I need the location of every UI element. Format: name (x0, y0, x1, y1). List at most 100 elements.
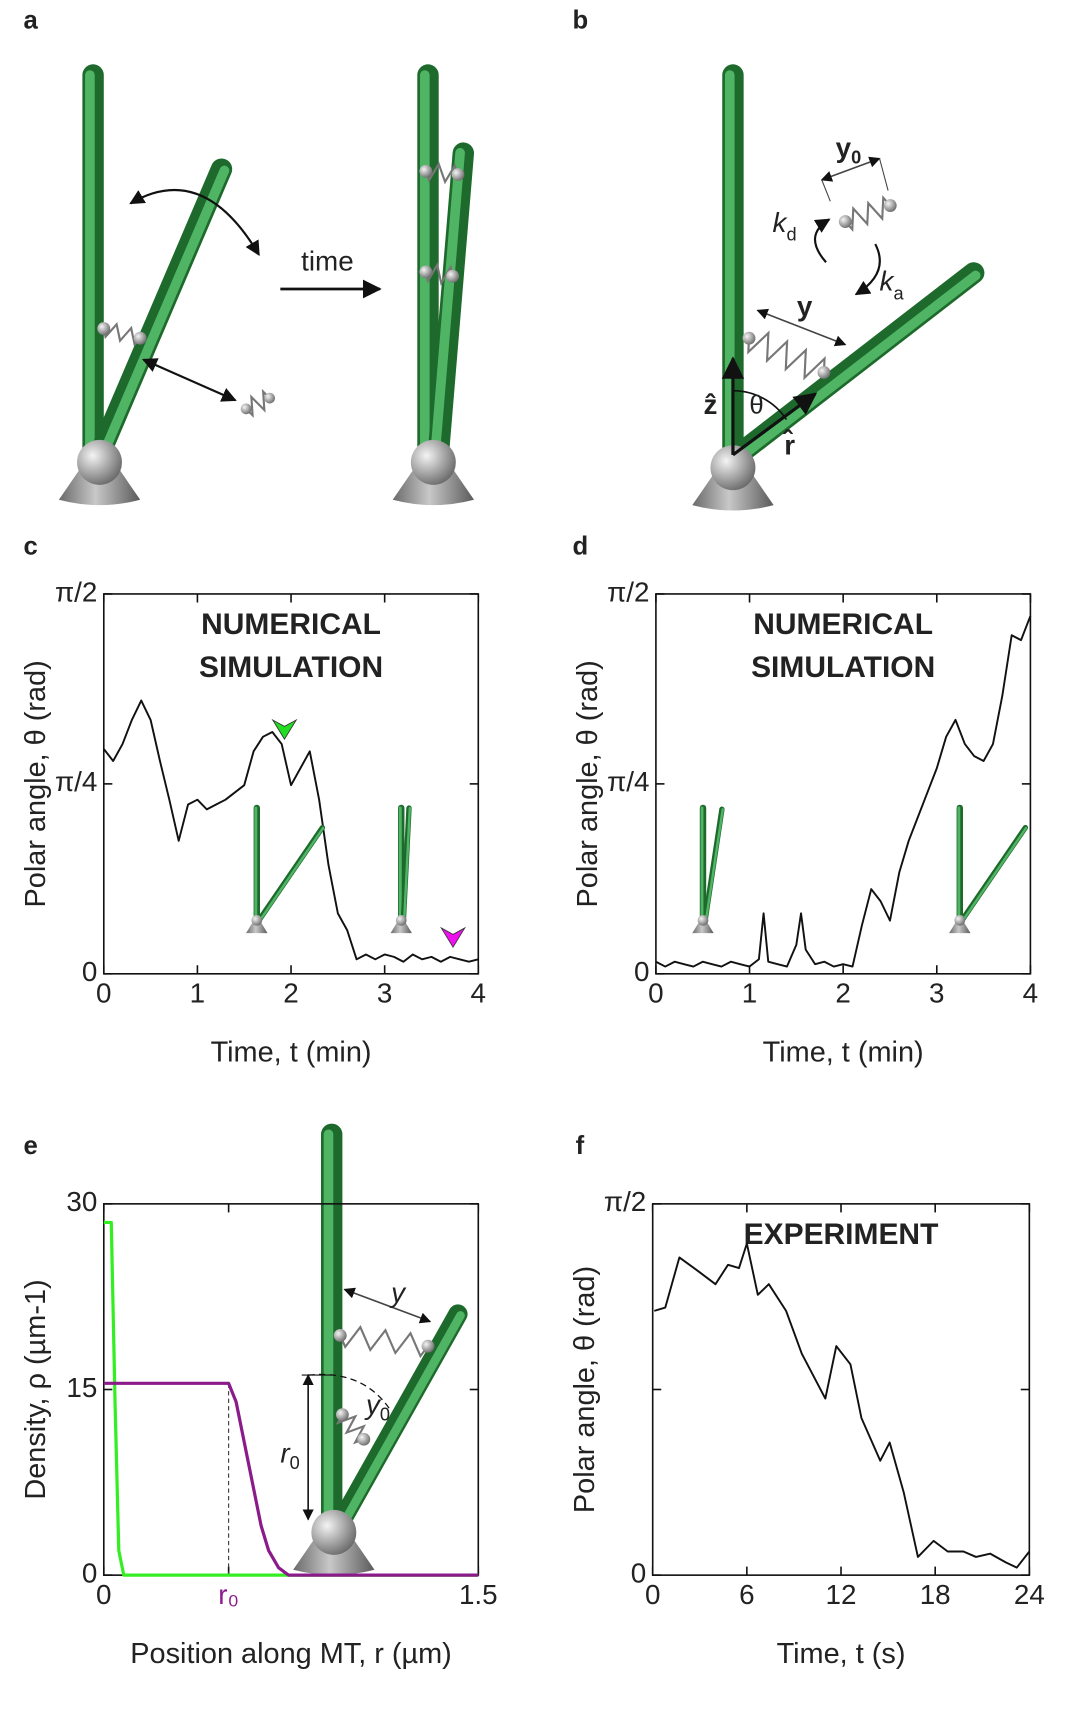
text: y (836, 132, 852, 163)
figure: a b c d e f time y0 kd ka y ẑ θ r̂ 0π/4π… (0, 0, 1070, 1709)
y-tick-label: π/2 (607, 576, 649, 607)
data-line (104, 701, 479, 962)
crosslinker-head (452, 168, 465, 181)
crosslinker-head (743, 332, 756, 345)
mini-ball (954, 915, 965, 926)
ka-label: ka (880, 266, 905, 303)
crosslinker-head (357, 1433, 370, 1446)
dimension (880, 158, 889, 190)
y-axis-label: Polar angle, θ (rad) (569, 1266, 601, 1513)
x-tick-label: 18 (920, 1579, 951, 1610)
x-tick-label: 3 (929, 978, 944, 1009)
y-tick-label: 30 (66, 1186, 97, 1217)
crosslinker-head (336, 1408, 349, 1421)
crosslinker-head (334, 1329, 347, 1342)
kd-label: kd (773, 207, 797, 244)
microtubule-highlight (345, 1315, 461, 1520)
chart-title: NUMERICAL (201, 608, 381, 641)
crosslinker-head (839, 215, 852, 228)
crosslinker-head (241, 403, 252, 414)
mini-ball (396, 915, 407, 926)
y-tick-label: π/2 (604, 1186, 646, 1217)
microtubule-highlight (260, 828, 323, 921)
crosslinker-spring (748, 333, 824, 378)
y-tick-label: π/4 (55, 766, 97, 797)
microtubule-highlight (963, 828, 1026, 921)
y-tick-label: π/4 (607, 766, 649, 797)
text: a (893, 283, 904, 303)
x-tick-label: 4 (471, 978, 486, 1009)
panel-label: d (572, 533, 588, 561)
x-tick-label: 12 (826, 1579, 857, 1610)
x-axis-label: Time, t (min) (763, 1037, 924, 1069)
diagrams (59, 75, 976, 1575)
panel-label: f (576, 1132, 585, 1160)
z-label: ẑ (704, 389, 718, 420)
panel-label: e (24, 1132, 38, 1160)
r-axis (733, 394, 815, 455)
pivot-ball (77, 440, 122, 485)
text: 0 (290, 1453, 300, 1473)
microtubule-highlight (105, 170, 225, 450)
crosslinker-head (419, 265, 432, 278)
text: d (786, 224, 796, 244)
x-tick-label: 2 (283, 978, 298, 1009)
crosslinker-head (97, 322, 110, 335)
theta-label: θ (749, 391, 763, 419)
y-label: y (797, 291, 813, 322)
arrowhead-marker (441, 928, 465, 947)
plot-frame (653, 1204, 1030, 1575)
pivot-ball (411, 440, 456, 485)
text: 0 (851, 147, 861, 167)
kd-arrow (815, 219, 829, 262)
charts: 0π/4π/201234Time, t (min)Polar angle, θ … (20, 576, 1045, 1670)
pivot-ball (311, 1510, 356, 1555)
r0-label: r0 (280, 1438, 299, 1473)
x-axis-label: Time, t (min) (211, 1037, 372, 1069)
x-tick-label: 0 (96, 978, 111, 1009)
crosslinker-head (134, 332, 147, 345)
crosslinker-spring (340, 1327, 428, 1356)
y-axis-label: Polar angle, θ (rad) (572, 660, 604, 907)
x-tick-label: 2 (835, 978, 850, 1009)
page: { "panel_labels": ["a", "b", "c", "d", "… (0, 0, 1070, 1709)
chart-title: SIMULATION (751, 651, 935, 684)
chart-title: EXPERIMENT (744, 1218, 939, 1251)
crosslinker-head (264, 393, 275, 404)
data-line (654, 1244, 1029, 1568)
crosslinker-head (446, 270, 459, 283)
mini-ball (698, 915, 709, 926)
time-label: time (301, 246, 354, 277)
binding-arrow (143, 360, 235, 401)
crosslinker-head (884, 199, 897, 212)
ka-arrow (856, 244, 880, 294)
x-tick-label: 0 (645, 1579, 660, 1610)
crosslinker-head (422, 1340, 435, 1353)
data-line (104, 1222, 479, 1575)
y0-label: y0 (836, 132, 862, 167)
x-tick-label: 6 (739, 1579, 754, 1610)
mini-ball (251, 915, 262, 926)
x-tick-label: 1 (742, 978, 757, 1009)
crosslinker-spring (845, 198, 890, 230)
y-tick-label: 15 (66, 1372, 97, 1403)
y-label: y (389, 1277, 407, 1308)
x-tick-label: 24 (1014, 1579, 1045, 1610)
chart-title: SIMULATION (199, 651, 383, 684)
dimension (822, 180, 831, 201)
x-tick-label: 0 (648, 978, 663, 1009)
y-tick-label: 0 (82, 1557, 97, 1588)
r-label: r̂ (783, 429, 795, 461)
microtubule-highlight (740, 275, 975, 457)
y-tick-label: 0 (634, 956, 649, 987)
data-line (104, 1383, 479, 1575)
y-tick-label: 0 (631, 1557, 646, 1588)
crosslinker-head (817, 366, 830, 379)
x-tick-label: 1 (190, 978, 205, 1009)
y-axis-label: Density, ρ (µm-1) (20, 1279, 52, 1499)
panel-label: b (572, 6, 588, 34)
x-tick-label: r₀ (218, 1579, 239, 1610)
panel-label: a (24, 6, 39, 34)
panel-label: c (24, 533, 38, 561)
chart-title: NUMERICAL (753, 608, 933, 641)
